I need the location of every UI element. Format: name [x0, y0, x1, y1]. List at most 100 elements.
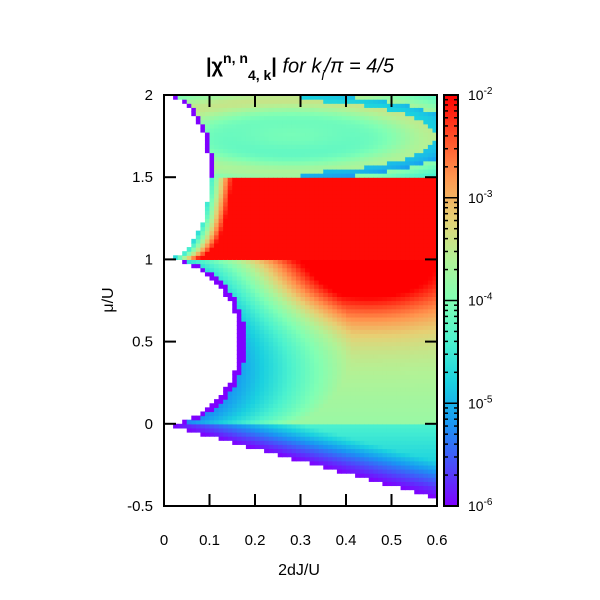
heatmap-cell: [214, 234, 220, 240]
heatmap-cell: [282, 136, 288, 141]
heatmap-cell: [423, 329, 429, 334]
heatmap-cell: [350, 382, 356, 388]
heatmap-cell: [218, 259, 224, 265]
heatmap-cell: [386, 477, 393, 482]
heatmap-cell: [423, 288, 429, 293]
heatmap-cell: [300, 358, 306, 363]
heatmap-cell: [346, 312, 352, 318]
heatmap-cell: [291, 242, 297, 248]
heatmap-cell: [368, 259, 374, 265]
heatmap-cell: [318, 321, 324, 326]
heatmap-cell: [300, 205, 306, 211]
heatmap-cell: [214, 226, 220, 232]
heatmap-cell: [268, 189, 274, 195]
heatmap-cell: [386, 144, 393, 150]
heatmap-cell: [409, 164, 415, 170]
heatmap-cell: [273, 263, 279, 269]
heatmap-cell: [245, 205, 252, 211]
heatmap-cell: [209, 160, 215, 166]
heatmap-cell: [259, 168, 265, 174]
heatmap-cell: [418, 222, 424, 228]
heatmap-cell: [409, 427, 415, 433]
heatmap-cell: [218, 193, 224, 199]
heatmap-cell: [423, 304, 429, 310]
heatmap-cell: [241, 156, 247, 162]
heatmap-cell: [409, 119, 415, 125]
heatmap-cell: [255, 321, 261, 326]
heatmap-cell: [314, 210, 320, 215]
heatmap-cell: [373, 181, 379, 187]
heatmap-cell: [223, 160, 229, 166]
heatmap-cell: [241, 177, 247, 182]
heatmap-cell: [341, 140, 347, 145]
heatmap-cell: [318, 444, 324, 450]
heatmap-cell: [273, 436, 279, 441]
heatmap-cell: [373, 140, 379, 145]
heatmap-cell: [277, 415, 283, 421]
heatmap-cell: [245, 444, 252, 450]
heatmap-cell: [186, 103, 192, 108]
heatmap-cell: [414, 95, 420, 100]
heatmap-cell: [236, 304, 242, 310]
heatmap-cell: [255, 432, 261, 437]
heatmap-cell: [386, 197, 393, 203]
heatmap-cell: [368, 152, 374, 158]
heatmap-cell: [359, 300, 365, 306]
heatmap-cell: [264, 152, 270, 158]
heatmap-cell: [336, 156, 343, 162]
heatmap-cell: [382, 185, 388, 191]
heatmap-cell: [245, 403, 252, 408]
heatmap-cell: [286, 452, 292, 458]
heatmap-cell: [314, 411, 320, 417]
heatmap-cell: [255, 181, 261, 187]
heatmap-cell: [332, 399, 338, 404]
heatmap-cell: [227, 205, 233, 211]
heatmap-cell: [268, 107, 274, 113]
heatmap-cell: [359, 197, 365, 203]
heatmap-cell: [377, 312, 383, 318]
heatmap-cell: [350, 321, 356, 326]
heatmap-cell: [241, 168, 247, 174]
heatmap-cell: [414, 329, 420, 334]
heatmap-cell: [368, 111, 374, 117]
heatmap-cell: [427, 366, 434, 371]
heatmap-cell: [259, 419, 265, 425]
heatmap-cell: [232, 378, 238, 384]
heatmap-cell: [236, 411, 242, 417]
heatmap-cell: [286, 419, 292, 425]
heatmap-cell: [227, 271, 233, 277]
heatmap-cell: [282, 292, 288, 297]
heatmap-cell: [396, 127, 402, 133]
heatmap-cell: [314, 173, 320, 178]
heatmap-cell: [273, 140, 279, 145]
heatmap-cell: [236, 279, 242, 285]
heatmap-cell: [386, 448, 393, 454]
heatmap-cell: [368, 177, 374, 182]
heatmap-cell: [336, 345, 343, 351]
heatmap-cell: [318, 214, 324, 219]
heatmap-cell: [382, 353, 388, 359]
heatmap-cell: [432, 333, 438, 339]
heatmap-cell: [277, 395, 283, 400]
heatmap-cell: [364, 168, 370, 174]
heatmap-cell: [327, 444, 333, 450]
heatmap-cell: [341, 214, 347, 219]
heatmap-cell: [350, 103, 356, 108]
heatmap-cell: [255, 436, 261, 441]
heatmap-cell: [405, 473, 411, 478]
heatmap-cell: [396, 218, 402, 224]
heatmap-cell: [286, 111, 292, 117]
heatmap-cell: [295, 288, 302, 293]
heatmap-cell: [305, 403, 311, 408]
heatmap-cell: [250, 131, 256, 137]
heatmap-cell: [346, 349, 352, 355]
heatmap-cell: [327, 119, 333, 125]
colorbar: 10-210-310-410-510-6: [443, 86, 493, 514]
heatmap-cell: [396, 399, 402, 404]
heatmap-cell: [282, 214, 288, 219]
heatmap-cell: [300, 366, 306, 371]
heatmap-cell: [273, 333, 279, 339]
heatmap-cell: [282, 185, 288, 191]
heatmap-cell: [346, 415, 352, 421]
heatmap-cell: [305, 390, 311, 396]
